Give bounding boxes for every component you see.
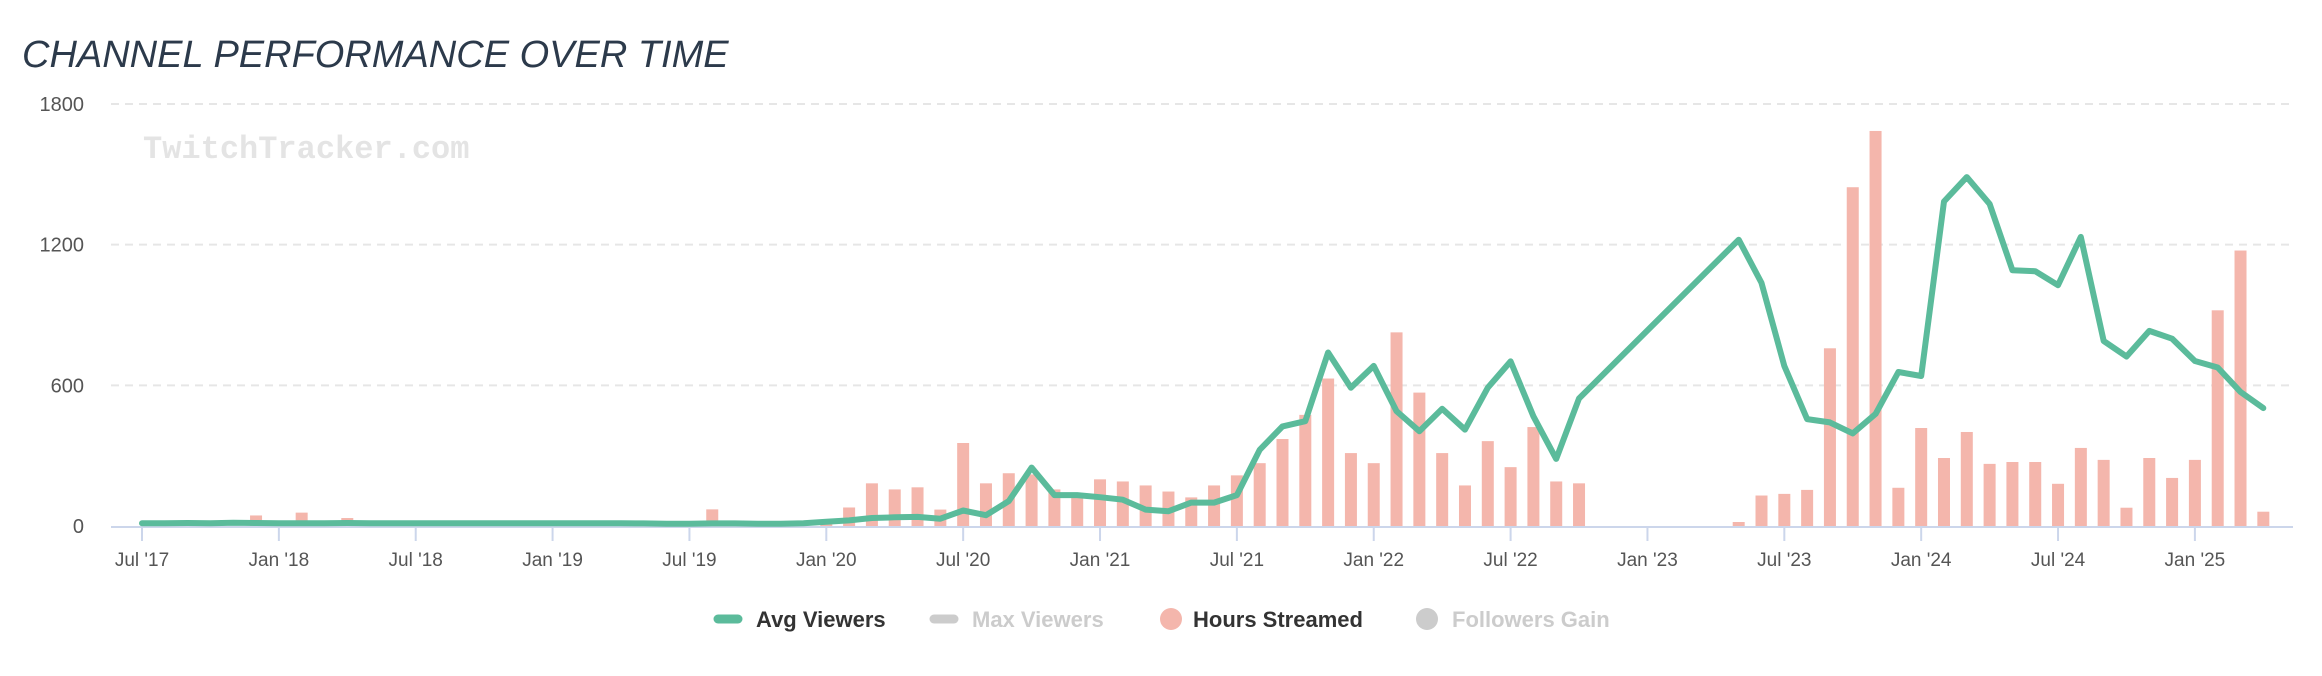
x-tick-label: Jul '20 — [936, 550, 990, 571]
legend-item-followers-gain[interactable]: Followers Gain — [1416, 607, 1610, 632]
avg-viewers-series-line — [139, 174, 2267, 527]
hours-streamed-bar — [1390, 332, 1403, 526]
hours-streamed-bar — [1573, 483, 1586, 526]
hours-streamed-bar — [2006, 461, 2019, 526]
legend-item-max-viewers[interactable]: Max Viewers — [929, 607, 1104, 632]
y-tick-label: 1800 — [40, 94, 85, 116]
hours-streamed-bar — [1413, 392, 1426, 526]
hours-streamed-bar — [1253, 463, 1266, 526]
hours-streamed-bar — [1322, 378, 1335, 526]
legend-label: Hours Streamed — [1193, 607, 1363, 632]
hours-streamed-bar — [1778, 493, 1791, 526]
hours-streamed-bar — [2029, 461, 2042, 526]
hours-streamed-bar — [1755, 495, 1768, 526]
hours-streamed-bars — [250, 130, 2270, 526]
hours-streamed-bar — [1094, 479, 1107, 526]
hours-streamed-bar — [2097, 459, 2110, 526]
x-tick-label: Jan '22 — [1343, 550, 1404, 571]
hours-streamed-bar — [888, 489, 901, 526]
hours-streamed-bar — [2188, 459, 2201, 526]
hours-streamed-bar — [1527, 427, 1540, 526]
hours-streamed-bar — [1869, 130, 1882, 526]
x-tick-label: Jul '21 — [1210, 550, 1264, 571]
hours-streamed-bar — [2166, 477, 2179, 526]
hours-streamed-bar — [1436, 453, 1449, 526]
chart-title: CHANNEL PERFORMANCE OVER TIME — [22, 34, 729, 76]
hours-streamed-bar — [1937, 458, 1950, 526]
hours-streamed-bar — [1983, 463, 1996, 526]
x-tick-label: Jan '18 — [249, 550, 310, 571]
legend-label: Max Viewers — [972, 607, 1104, 632]
hours-streamed-bar — [979, 483, 992, 526]
y-tick-label: 0 — [73, 516, 84, 538]
legend-label: Avg Viewers — [756, 607, 886, 632]
legend: Avg Viewers Max Viewers Hours Streamed F… — [713, 607, 1610, 632]
hours-streamed-bar — [1801, 489, 1814, 526]
hours-streamed-bar — [2074, 447, 2087, 526]
hours-streamed-bar — [2052, 483, 2065, 526]
hours-streamed-bar — [1504, 467, 1517, 526]
hours-streamed-bar — [1367, 463, 1380, 526]
y-tick-label: 1200 — [40, 235, 85, 257]
hours-streamed-bar — [1732, 522, 1745, 526]
hours-streamed-bar — [1276, 439, 1289, 526]
x-tick-label: Jul '22 — [1483, 550, 1537, 571]
legend-item-hours-streamed[interactable]: Hours Streamed — [1160, 607, 1363, 632]
hours-streamed-bar — [1071, 495, 1084, 526]
x-tick-label: Jan '20 — [796, 550, 857, 571]
hours-streamed-bar — [1116, 481, 1129, 526]
hours-streamed-bar — [1458, 485, 1471, 526]
hours-streamed-bar — [1892, 487, 1905, 526]
x-tick-label: Jul '23 — [1757, 550, 1811, 571]
x-tick-label: Jan '19 — [522, 550, 583, 571]
legend-label: Followers Gain — [1452, 607, 1610, 632]
hours-streamed-bar — [1048, 489, 1061, 526]
y-axis-labels: 0 600 1200 1800 — [40, 94, 85, 538]
hours-streamed-bar — [1846, 187, 1859, 526]
hours-streamed-bar — [1025, 474, 1038, 526]
watermark: TwitchTracker.com — [143, 131, 469, 168]
hours-streamed-bar — [1299, 414, 1312, 526]
x-tick-label: Jul '24 — [2031, 550, 2086, 571]
hours-streamed-bar — [2257, 511, 2270, 526]
legend-circle-symbol — [1160, 608, 1182, 630]
hours-streamed-bar — [957, 443, 970, 526]
legend-circle-symbol — [1416, 608, 1438, 630]
y-tick-label: 600 — [51, 375, 84, 397]
x-tick-label: Jan '23 — [1617, 550, 1678, 571]
x-tick-label: Jul '17 — [115, 550, 169, 571]
hours-streamed-bar — [1960, 431, 1973, 526]
avg-viewers-line — [139, 174, 2267, 527]
hours-streamed-bar — [1344, 453, 1357, 526]
x-tick-label: Jul '18 — [389, 550, 443, 571]
legend-item-avg-viewers[interactable]: Avg Viewers — [713, 607, 886, 632]
x-tick-label: Jan '21 — [1070, 550, 1131, 571]
hours-streamed-bar — [1139, 485, 1152, 526]
hours-streamed-bar — [1550, 481, 1563, 526]
hours-streamed-bar — [1823, 348, 1836, 526]
hours-streamed-bar — [2143, 458, 2156, 526]
x-tick-label: Jan '24 — [1891, 550, 1952, 571]
hours-streamed-bar — [820, 523, 833, 526]
x-tick-label: Jul '19 — [662, 550, 716, 571]
hours-streamed-bar — [1208, 485, 1221, 526]
hours-streamed-bar — [1481, 441, 1494, 526]
x-tick-label: Jan '25 — [2165, 550, 2226, 571]
hours-streamed-bar — [1915, 428, 1928, 526]
x-axis-ticks: Jul '17 Jan '18 Jul '18 Jan '19 Jul '19 Jan '… — [115, 527, 2225, 571]
hours-streamed-bar — [2120, 507, 2133, 526]
hours-streamed-bar — [2211, 310, 2224, 526]
